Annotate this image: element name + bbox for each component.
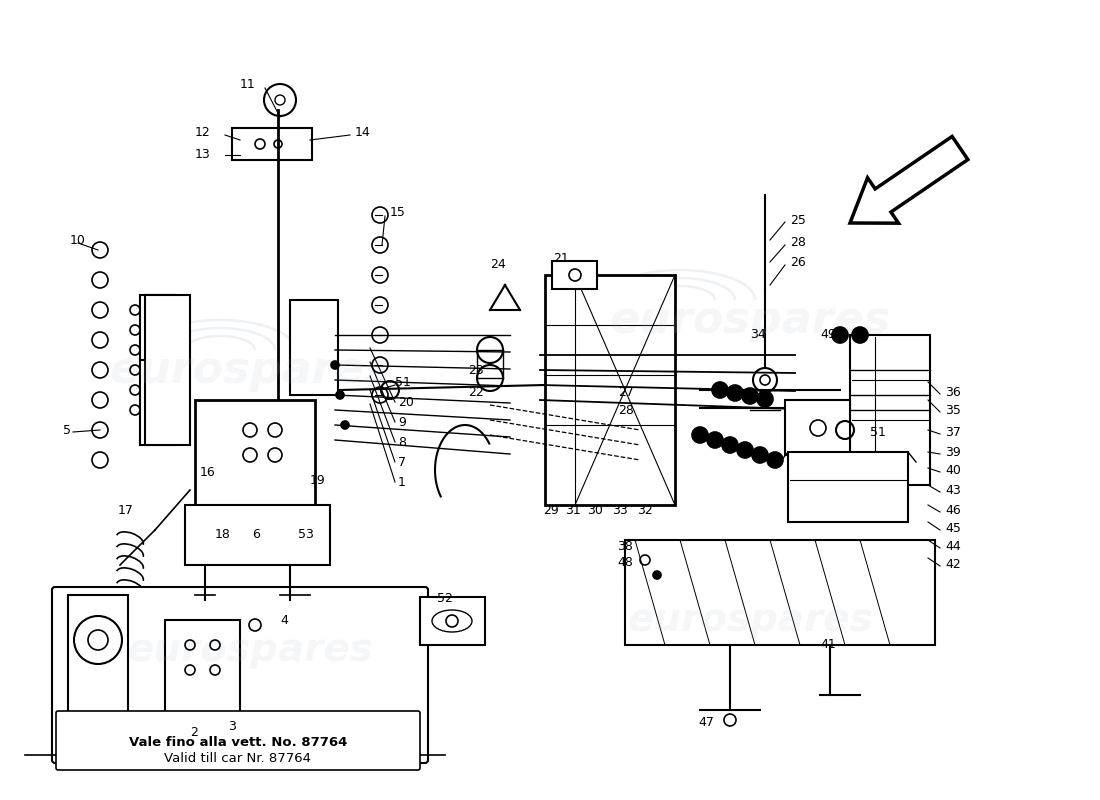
Text: 48: 48 — [617, 555, 632, 569]
Bar — [145, 295, 190, 445]
Text: eurospares: eurospares — [627, 601, 873, 639]
Text: eurospares: eurospares — [609, 298, 891, 342]
Bar — [290, 300, 338, 395]
Bar — [68, 595, 128, 725]
Text: 10: 10 — [70, 234, 86, 246]
Circle shape — [832, 327, 848, 343]
Text: 9: 9 — [398, 415, 406, 429]
Text: eurospares: eurospares — [128, 631, 373, 669]
Text: 21: 21 — [553, 251, 569, 265]
Text: 4: 4 — [280, 614, 288, 626]
Text: 15: 15 — [390, 206, 406, 219]
Text: 20: 20 — [398, 395, 414, 409]
Text: 53: 53 — [298, 529, 314, 542]
Text: 49: 49 — [820, 329, 836, 342]
Text: 44: 44 — [945, 539, 960, 553]
Text: Vale fino alla vett. No. 87764: Vale fino alla vett. No. 87764 — [129, 735, 348, 749]
Circle shape — [852, 327, 868, 343]
Text: 16: 16 — [200, 466, 216, 478]
Bar — [785, 400, 850, 455]
Text: Valid till car Nr. 87764: Valid till car Nr. 87764 — [165, 751, 311, 765]
Circle shape — [336, 391, 344, 399]
Text: 19: 19 — [310, 474, 326, 486]
Text: 38: 38 — [617, 541, 632, 554]
Text: 50: 50 — [852, 329, 868, 342]
Text: 47: 47 — [698, 715, 714, 729]
Bar — [185, 505, 330, 565]
Text: 26: 26 — [790, 255, 805, 269]
FancyArrow shape — [850, 137, 968, 223]
Text: 14: 14 — [355, 126, 371, 138]
Bar — [420, 597, 485, 645]
Text: 5: 5 — [63, 423, 72, 437]
Text: 28: 28 — [618, 403, 634, 417]
Text: 12: 12 — [195, 126, 210, 138]
Circle shape — [737, 442, 754, 458]
Bar — [68, 715, 288, 743]
Circle shape — [707, 432, 723, 448]
Text: 7: 7 — [398, 455, 406, 469]
Text: 22: 22 — [468, 386, 484, 398]
Bar — [552, 261, 597, 289]
FancyBboxPatch shape — [52, 587, 428, 763]
Text: 37: 37 — [945, 426, 961, 438]
Circle shape — [712, 382, 728, 398]
Text: 28: 28 — [790, 235, 806, 249]
Text: 1: 1 — [398, 475, 406, 489]
Text: 36: 36 — [945, 386, 960, 398]
Ellipse shape — [432, 610, 472, 632]
Text: 27: 27 — [618, 386, 634, 398]
Bar — [625, 540, 935, 645]
Bar — [850, 335, 930, 485]
Text: 42: 42 — [945, 558, 960, 570]
Text: 30: 30 — [587, 503, 603, 517]
Text: 34: 34 — [750, 329, 766, 342]
Text: 32: 32 — [637, 503, 652, 517]
Circle shape — [341, 421, 349, 429]
Circle shape — [742, 388, 758, 404]
Text: 13: 13 — [195, 149, 210, 162]
Text: 39: 39 — [945, 446, 960, 458]
Bar — [165, 620, 240, 715]
Circle shape — [722, 437, 738, 453]
Text: 11: 11 — [240, 78, 255, 91]
Text: 8: 8 — [398, 435, 406, 449]
Circle shape — [767, 452, 783, 468]
Circle shape — [727, 385, 742, 401]
Text: 2: 2 — [190, 726, 198, 739]
Text: 24: 24 — [490, 258, 506, 271]
Circle shape — [757, 391, 773, 407]
Text: 29: 29 — [543, 503, 559, 517]
Text: 23: 23 — [468, 363, 484, 377]
Text: 31: 31 — [565, 503, 581, 517]
Text: 52: 52 — [437, 591, 453, 605]
Circle shape — [752, 447, 768, 463]
Text: 25: 25 — [790, 214, 806, 226]
Bar — [195, 400, 315, 530]
Text: 41: 41 — [820, 638, 836, 651]
Circle shape — [692, 427, 708, 443]
Text: 3: 3 — [228, 721, 235, 734]
Text: 43: 43 — [945, 483, 960, 497]
Bar — [232, 128, 312, 160]
Text: 17: 17 — [118, 503, 134, 517]
Bar — [544, 275, 675, 505]
Bar — [788, 452, 908, 522]
Circle shape — [331, 361, 339, 369]
Text: 18: 18 — [214, 529, 231, 542]
Text: eurospares: eurospares — [109, 349, 390, 391]
Text: 45: 45 — [945, 522, 961, 534]
Text: 6: 6 — [252, 529, 260, 542]
Text: 40: 40 — [945, 463, 961, 477]
Text: 33: 33 — [612, 503, 628, 517]
FancyBboxPatch shape — [56, 711, 420, 770]
Text: 46: 46 — [945, 503, 960, 517]
Circle shape — [653, 571, 661, 579]
Text: 51: 51 — [395, 375, 411, 389]
Text: 35: 35 — [945, 403, 961, 417]
Text: 51: 51 — [870, 426, 886, 438]
